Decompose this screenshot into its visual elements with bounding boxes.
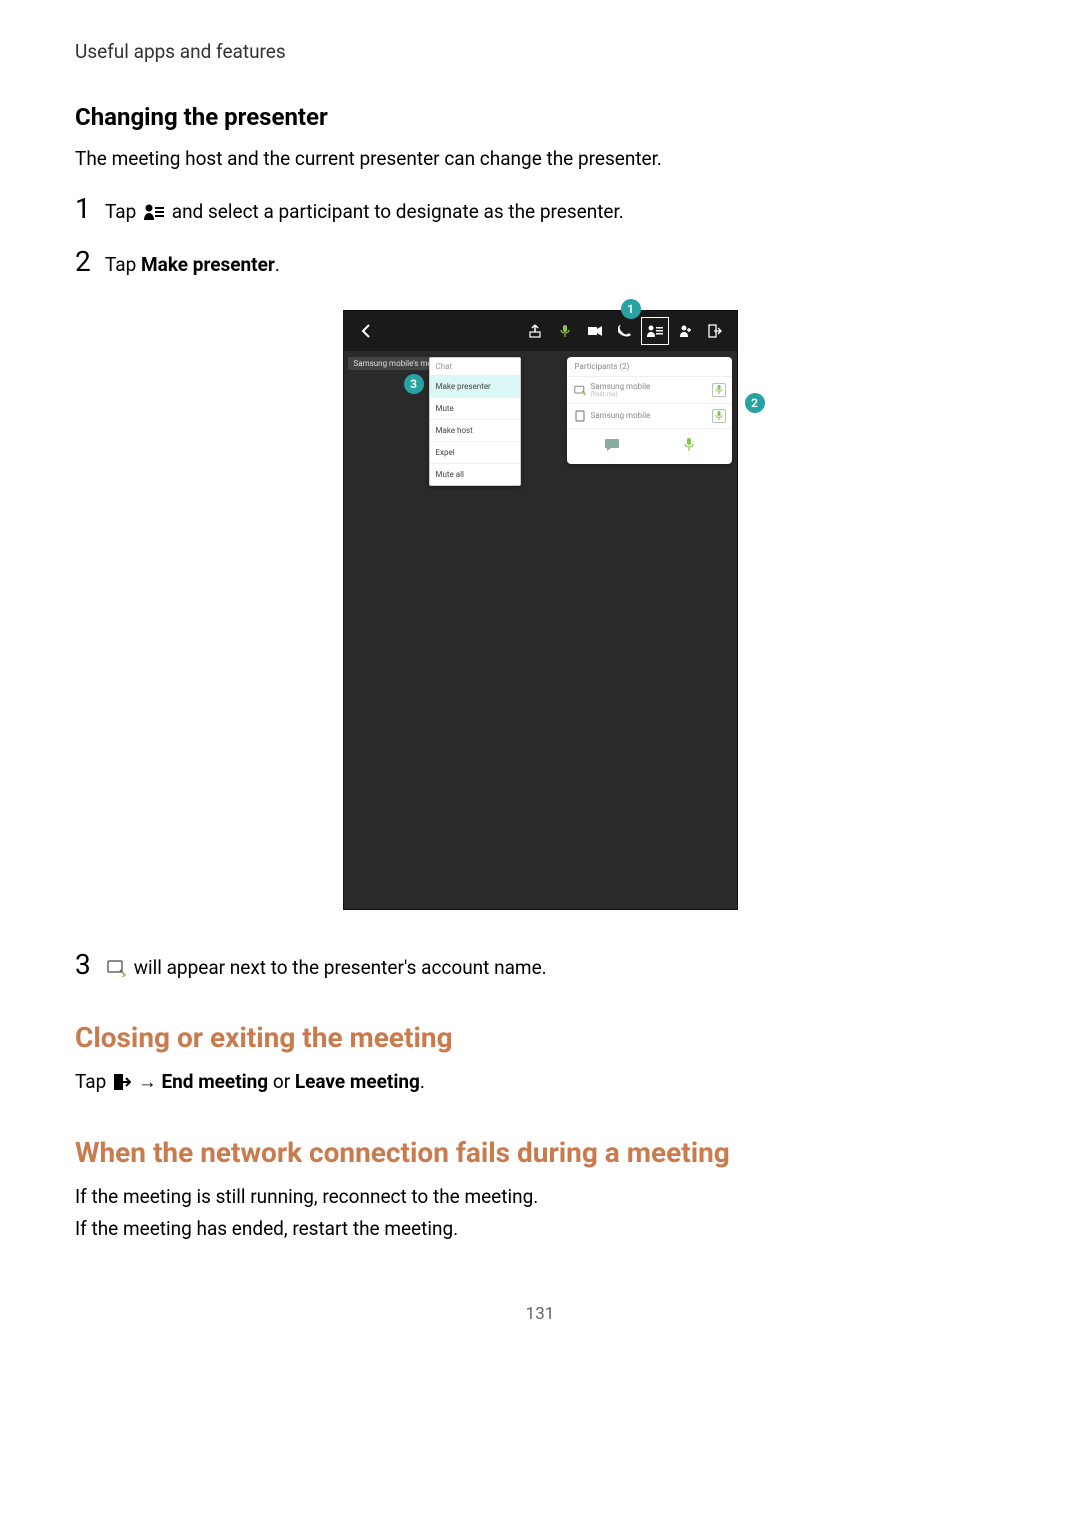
titlebar-left — [352, 317, 380, 345]
arrow: → — [138, 1070, 162, 1093]
mic-icon[interactable] — [551, 317, 579, 345]
step-text: . — [275, 253, 280, 276]
step-2: 2 Tap Make presenter. — [75, 247, 1005, 280]
closing-text: Tap → End meeting or Leave meeting. — [75, 1068, 1005, 1100]
step-body: Tap and select a participant to designat… — [105, 194, 624, 230]
callout-2: 2 — [745, 393, 765, 413]
context-menu: Chat Make presenter Mute Make host Expel… — [429, 357, 521, 486]
heading-closing: Closing or exiting the meeting — [75, 1021, 1005, 1054]
phone-icon[interactable] — [611, 317, 639, 345]
step-1: 1 Tap and select a participant to design… — [75, 194, 1005, 230]
mic-footer-icon[interactable] — [684, 437, 694, 456]
bold-text: Leave meeting — [295, 1070, 420, 1093]
titlebar-right — [521, 317, 729, 345]
text: Tap — [75, 1070, 111, 1093]
exit-icon[interactable] — [701, 317, 729, 345]
step-number: 1 — [75, 194, 105, 225]
intro-text: The meeting host and the current present… — [75, 145, 1005, 174]
section-header: Useful apps and features — [75, 40, 1005, 63]
participant-name: Samsung mobile (host, me) — [591, 382, 712, 398]
heading-network-fail: When the network connection fails during… — [75, 1136, 1005, 1169]
network-p1: If the meeting is still running, reconne… — [75, 1183, 1005, 1212]
titlebar — [344, 311, 737, 351]
menu-item[interactable]: Make host — [430, 420, 520, 442]
bold-text: End meeting — [161, 1070, 268, 1093]
participants-panel: Participants (2) Samsung mobile (host, m… — [567, 357, 732, 464]
page-number: 131 — [75, 1304, 1005, 1324]
name-text: Samsung mobile — [591, 382, 651, 391]
chat-bubble-icon[interactable] — [604, 437, 620, 456]
step-text: Tap — [105, 253, 141, 276]
callout-3: 3 — [404, 374, 424, 394]
step-number: 3 — [75, 950, 105, 981]
step-text: and select a participant to designate as… — [172, 200, 624, 223]
name-sub: (host, me) — [591, 391, 712, 398]
step-body: will appear next to the presenter's acco… — [105, 950, 547, 986]
participant-row[interactable]: Samsung mobile — [567, 404, 732, 429]
step-text-bold: Make presenter — [141, 253, 275, 276]
panel-footer — [567, 429, 732, 464]
share-icon[interactable] — [521, 317, 549, 345]
participant-name: Samsung mobile — [591, 411, 712, 420]
mic-indicator[interactable] — [712, 409, 726, 423]
add-user-icon[interactable] — [671, 317, 699, 345]
step-text: will appear next to the presenter's acco… — [134, 956, 547, 979]
text: . — [420, 1070, 425, 1093]
step-3: 3 will appear next to the presenter's ac… — [75, 950, 1005, 986]
panel-header: Participants (2) — [567, 357, 732, 377]
callout-1: 1 — [621, 299, 641, 319]
network-p2: If the meeting has ended, restart the me… — [75, 1215, 1005, 1244]
text: or — [268, 1070, 295, 1093]
participant-list-icon — [143, 201, 165, 230]
step-body: Tap Make presenter. — [105, 247, 280, 280]
phone-mock: Samsung mobile's mee… Chat Make presente… — [343, 310, 738, 910]
menu-item[interactable]: Expel — [430, 442, 520, 464]
screenshot-figure: Samsung mobile's mee… Chat Make presente… — [75, 310, 1005, 910]
participant-row[interactable]: Samsung mobile (host, me) — [567, 377, 732, 404]
menu-item[interactable]: Mute — [430, 398, 520, 420]
subheading-changing-presenter: Changing the presenter — [75, 103, 1005, 131]
back-icon[interactable] — [352, 317, 380, 345]
participants-icon[interactable] — [641, 317, 669, 345]
menu-item[interactable]: Make presenter — [430, 376, 520, 398]
presenter-badge-icon — [107, 957, 127, 986]
device-icon — [573, 410, 587, 422]
menu-header: Chat — [430, 358, 520, 376]
step-number: 2 — [75, 247, 105, 278]
exit-icon-inline — [113, 1071, 131, 1100]
name-text: Samsung mobile — [591, 411, 651, 420]
video-icon[interactable] — [581, 317, 609, 345]
mic-indicator[interactable] — [712, 383, 726, 397]
step-text: Tap — [105, 200, 141, 223]
presenter-icon — [573, 384, 587, 396]
menu-item[interactable]: Mute all — [430, 464, 520, 485]
